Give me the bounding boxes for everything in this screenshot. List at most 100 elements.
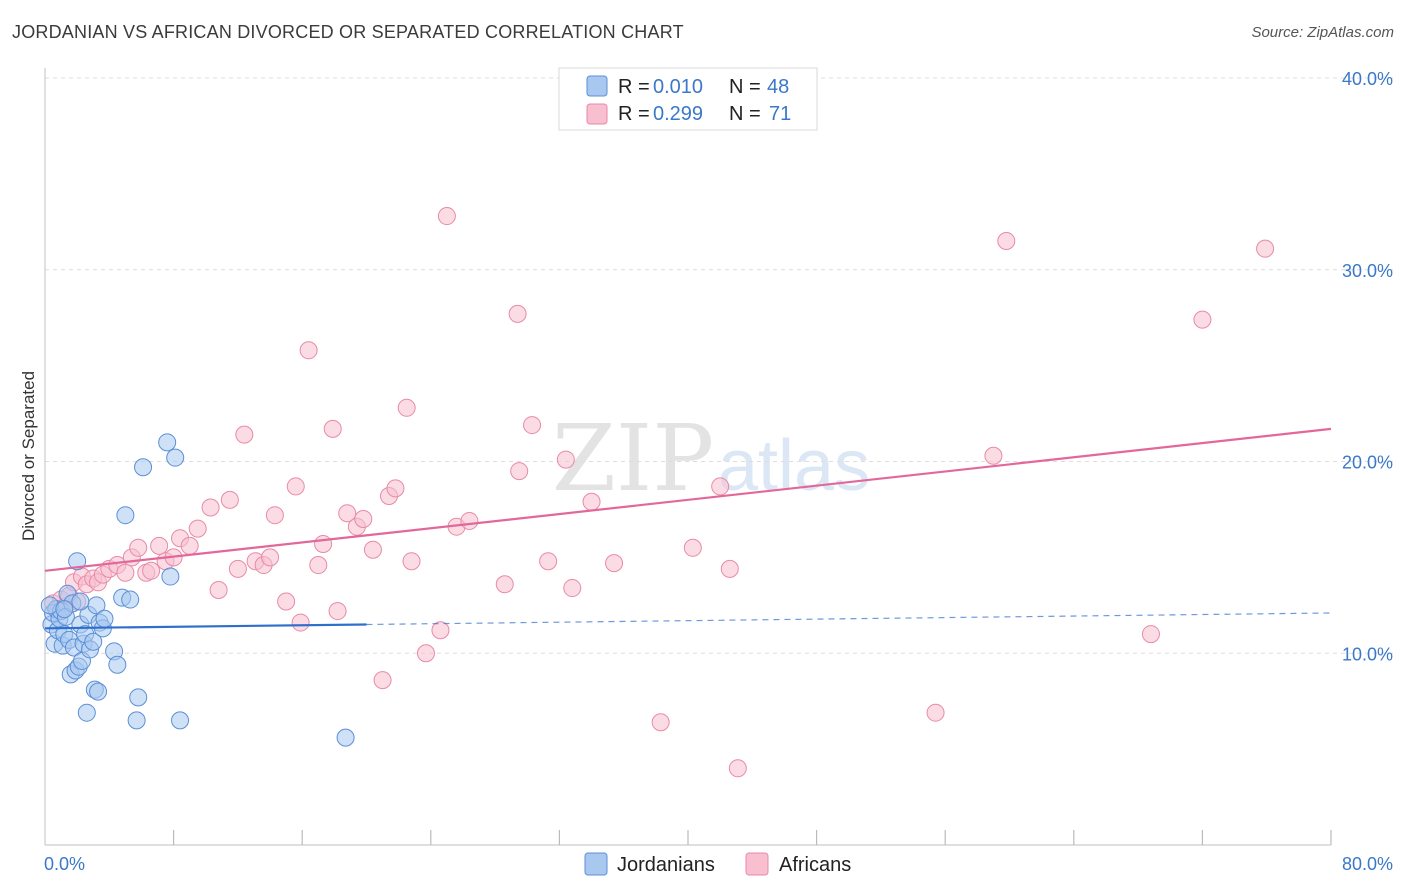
africans-point-36	[291, 613, 310, 632]
africans-point-27	[220, 490, 239, 509]
africans-point-74	[1193, 310, 1212, 329]
legend-r-label-1: R =	[618, 76, 650, 98]
series-legend-label-africans: Africans	[779, 854, 851, 876]
jordanians-point-31	[95, 609, 114, 628]
africans-point-73	[1141, 625, 1160, 644]
jordanians-points	[40, 433, 355, 747]
legend-r-value-2: 0.299	[653, 103, 703, 125]
africans-point-60	[539, 552, 558, 571]
africans-point-18	[142, 561, 161, 580]
y-axis-label: Divorced or Separated	[19, 371, 38, 541]
jordanians-point-37	[127, 711, 146, 730]
africans-point-45	[363, 540, 382, 559]
africans-point-39	[314, 534, 333, 553]
africans-point-67	[711, 477, 730, 496]
y-tick-label-40: 40.0%	[1342, 69, 1393, 89]
legend-swatch-africans	[586, 103, 608, 125]
x-tick-label-max: 80.0%	[1342, 854, 1393, 874]
jordanians-point-40	[158, 433, 177, 452]
africans-point-75	[1256, 239, 1275, 258]
jordanians-point-22	[77, 703, 96, 722]
africans-point-34	[277, 592, 296, 611]
series-legend-label-jordanians: Jordanians	[617, 854, 715, 876]
jordanians-point-33	[108, 655, 127, 674]
africans-point-51	[416, 644, 435, 663]
africans-point-19	[150, 536, 169, 555]
africans-point-62	[563, 579, 582, 598]
africans-point-64	[605, 554, 624, 573]
africans-point-49	[397, 398, 416, 417]
jordanians-trend-extension	[366, 612, 1332, 626]
africans-point-44	[354, 510, 373, 529]
y-tick-label-20: 20.0%	[1342, 453, 1393, 473]
africans-point-58	[510, 462, 529, 481]
watermark-zip: ZIP	[552, 405, 714, 512]
jordanians-point-28	[89, 682, 108, 701]
series-legend: Jordanians Africans	[584, 852, 851, 876]
africans-point-70	[926, 703, 945, 722]
legend-r-value-1: 0.010	[653, 76, 703, 98]
jordanians-trend-line	[44, 623, 367, 630]
grid	[45, 77, 1393, 654]
legend-n-value-2: 71	[769, 103, 791, 125]
africans-point-26	[209, 580, 228, 599]
x-ticks	[173, 830, 1332, 845]
legend-n-value-1: 48	[767, 76, 789, 98]
africans-point-42	[338, 504, 357, 523]
jordanians-point-41	[161, 567, 180, 586]
africans-point-66	[683, 538, 702, 557]
africans-point-59	[523, 416, 542, 435]
africans-point-41	[328, 602, 347, 621]
series-legend-swatch-africans	[745, 852, 769, 876]
y-tick-labels: 10.0% 20.0% 30.0% 40.0%	[1342, 69, 1393, 664]
africans-point-53	[437, 207, 456, 226]
africans-point-57	[508, 304, 527, 323]
africans-point-61	[556, 450, 575, 469]
jordanians-point-16	[68, 552, 87, 571]
africans-trend-line	[44, 427, 1332, 572]
x-tick-label-min: 0.0%	[44, 854, 85, 874]
jordanians-point-39	[134, 458, 153, 477]
jordanians-point-25	[84, 632, 103, 651]
series-legend-swatch-jordanians	[584, 852, 608, 876]
africans-point-48	[386, 479, 405, 498]
africans-point-56	[495, 575, 514, 594]
watermark: ZIP atlas	[552, 405, 870, 512]
y-tick-label-10: 10.0%	[1342, 644, 1393, 664]
africans-point-55	[460, 511, 479, 530]
africans-point-35	[286, 477, 305, 496]
africans-point-71	[984, 446, 1003, 465]
legend-n-label-1: N =	[729, 76, 761, 98]
jordanians-point-35	[116, 506, 135, 525]
africans-point-37	[299, 341, 318, 360]
jordanians-point-42	[166, 448, 185, 467]
africans-point-63	[582, 492, 601, 511]
africans-point-32	[261, 548, 280, 567]
y-tick-label-30: 30.0%	[1342, 261, 1393, 281]
jordanians-point-46	[55, 600, 74, 619]
africans-point-29	[235, 425, 254, 444]
africans-point-65	[651, 713, 670, 732]
africans-point-72	[997, 231, 1016, 250]
legend-r-label-2: R =	[618, 103, 650, 125]
jordanians-point-38	[129, 688, 148, 707]
africans-point-25	[201, 498, 220, 517]
jordanians-point-47	[71, 592, 90, 611]
legend-swatch-jordanians	[586, 75, 608, 97]
africans-point-24	[188, 519, 207, 538]
africans-point-23	[180, 536, 199, 555]
africans-point-52	[431, 621, 450, 640]
chart-title: JORDANIAN VS AFRICAN DIVORCED OR SEPARAT…	[12, 22, 684, 42]
jordanians-point-36	[121, 590, 140, 609]
trend-lines	[44, 427, 1332, 630]
africans-point-28	[228, 559, 247, 578]
stats-legend: R = 0.010 N = 48 R = 0.299 N = 71	[558, 67, 818, 131]
jordanians-point-44	[336, 728, 355, 747]
africans-point-14	[116, 563, 135, 582]
legend-n-label-2: N =	[729, 103, 761, 125]
africans-point-68	[720, 559, 739, 578]
africans-point-16	[129, 538, 148, 557]
africans-point-38	[309, 556, 328, 575]
africans-point-33	[265, 506, 284, 525]
